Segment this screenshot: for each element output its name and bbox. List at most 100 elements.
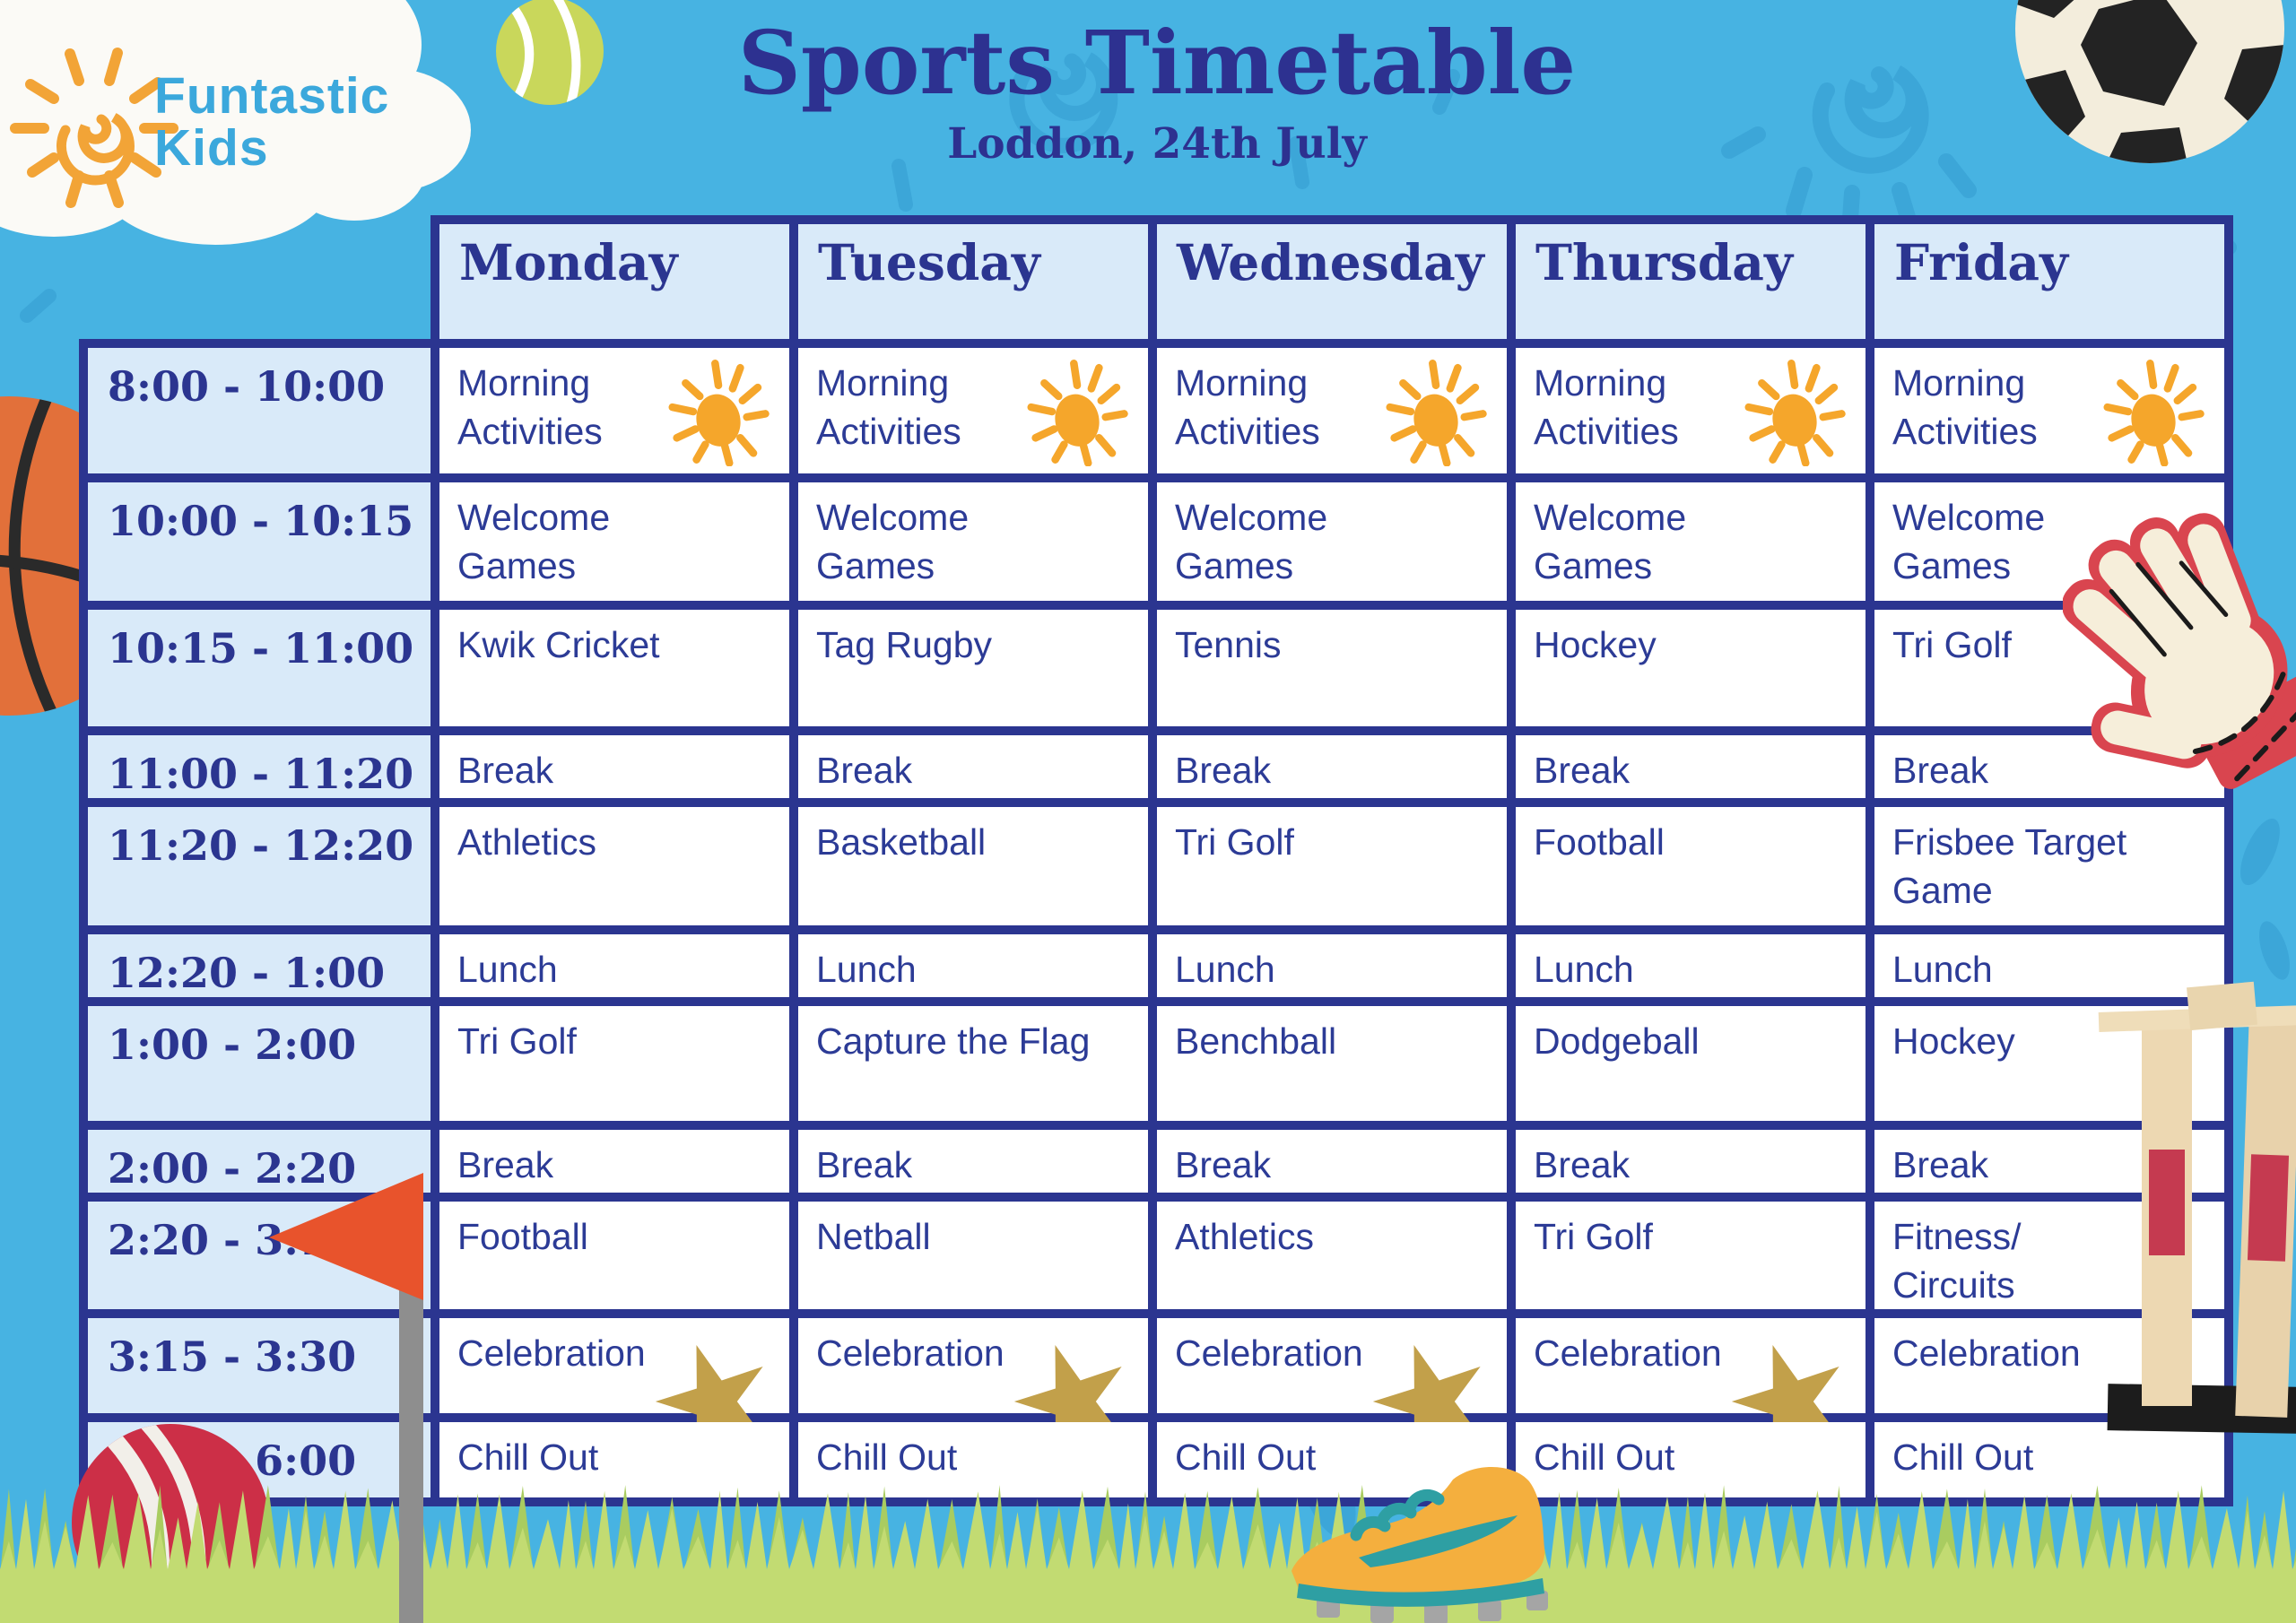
timetable-cell: Break	[1866, 726, 2233, 807]
day-header-monday: Monday	[430, 215, 798, 348]
time-label: 1:00 - 2:00	[79, 997, 439, 1130]
timetable-cell: Welcome Games	[789, 473, 1157, 610]
corner-flag	[269, 1173, 423, 1300]
title-block: Sports Timetable Loddon, 24th July	[574, 20, 1740, 169]
activity-label: Kwik Cricket	[457, 624, 660, 665]
timetable-cell: Break	[1507, 726, 1874, 807]
activity-label: Chill Out	[816, 1436, 958, 1479]
logo-line1: Funtastic	[154, 67, 390, 125]
time-label: 11:00 - 11:20	[79, 726, 439, 807]
activity-label: Welcome Games	[1175, 497, 1328, 587]
activity-label: Lunch	[1534, 949, 1634, 990]
timetable-cell: Kwik Cricket	[430, 601, 798, 735]
activity-label: Tri Golf	[1175, 821, 1294, 863]
goalkeeper-glove	[2063, 513, 2296, 789]
activity-label: Chill Out	[1892, 1436, 2034, 1479]
activity-label: Fitness/ Circuits	[1892, 1216, 2022, 1306]
activity-label: Dodgeball	[1534, 1020, 1700, 1062]
timetable-cell: Morning Activities	[1866, 339, 2233, 482]
activity-label: Football	[1534, 821, 1665, 863]
timetable-cell: Celebration	[789, 1309, 1157, 1462]
timetable-cell: Chill Out	[1148, 1413, 1516, 1507]
timetable-cell: Welcome Games	[430, 473, 798, 610]
timetable-cell: Dodgeball	[1507, 997, 1874, 1130]
table-row: 8:00 - 10:00 Morning Activities Morning …	[79, 339, 2233, 482]
timetable-cell: Lunch	[789, 925, 1157, 1006]
timetable-cell: Break	[789, 726, 1157, 807]
timetable-cell: Break	[1507, 1121, 1874, 1202]
activity-label: Morning Activities	[457, 362, 603, 453]
soccer-ball	[2015, 0, 2284, 163]
sun-icon	[2099, 357, 2208, 466]
timetable-cell: Chill Out	[430, 1413, 798, 1507]
timetable-cell: Break	[789, 1121, 1157, 1202]
football-boot	[1292, 1466, 1548, 1623]
activity-label: Benchball	[1175, 1020, 1337, 1062]
timetable-corner	[83, 220, 439, 348]
activity-label: Break	[457, 750, 554, 791]
timetable-cell: Basketball	[789, 798, 1157, 934]
day-header-wednesday: Wednesday	[1148, 215, 1516, 348]
activity-label: Celebration	[816, 1332, 1004, 1375]
timetable-cell: Chill Out	[789, 1413, 1157, 1507]
activity-label: Break	[1534, 750, 1631, 791]
activity-label: Chill Out	[457, 1436, 599, 1479]
activity-label: Break	[1175, 1144, 1272, 1185]
tennis-ball	[496, 0, 604, 105]
page-title: Sports Timetable	[737, 12, 1577, 114]
timetable-cell: Welcome Games	[1507, 473, 1874, 610]
sun-icon	[1740, 357, 1849, 466]
time-label: 2:00 - 2:20	[79, 1121, 439, 1202]
time-label: 10:00 - 10:15	[79, 473, 439, 610]
table-row: 3:15 - 3:30 Celebration Celebration Cele…	[79, 1309, 2233, 1462]
activity-label: Lunch	[1175, 949, 1275, 990]
activity-label: Lunch	[457, 949, 558, 990]
activity-label: Hockey	[1534, 624, 1657, 665]
timetable-cell: Tri Golf	[1507, 1192, 1874, 1319]
timetable-cell: Tennis	[1148, 601, 1516, 735]
activity-label: Celebration	[457, 1332, 646, 1375]
time-label: 12:20 - 1:00	[79, 925, 439, 1006]
activity-label: Welcome Games	[1892, 497, 2046, 587]
sun-icon	[664, 357, 773, 466]
timetable-cell: Chill Out	[1507, 1413, 1874, 1507]
logo: Funtastic Kids	[154, 70, 389, 174]
day-header-thursday: Thursday	[1507, 215, 1874, 348]
timetable-cell: Morning Activities	[1148, 339, 1516, 482]
activity-label: Welcome Games	[1534, 497, 1687, 587]
timetable-cell: Celebration	[430, 1309, 798, 1462]
activity-label: Basketball	[816, 821, 987, 863]
timetable-cell: Morning Activities	[1507, 339, 1874, 482]
timetable-cell: Morning Activities	[430, 339, 798, 482]
activity-label: Hockey	[1892, 1020, 2015, 1062]
sun-logo-icon	[10, 48, 178, 208]
page-subtitle: Loddon, 24th July	[947, 119, 1367, 169]
activity-label: Morning Activities	[816, 362, 961, 453]
time-label: 3:15 - 3:30	[79, 1309, 439, 1423]
timetable-cell: Lunch	[1866, 925, 2233, 1006]
activity-label: Athletics	[457, 821, 596, 863]
activity-label: Netball	[816, 1216, 931, 1257]
time-label: 11:20 - 12:20	[79, 798, 439, 934]
activity-label: Break	[1175, 750, 1272, 791]
activity-label: Tri Golf	[1892, 624, 2012, 665]
activity-label: Tri Golf	[1534, 1216, 1653, 1257]
activity-label: Break	[1534, 1144, 1631, 1185]
activity-label: Celebration	[1175, 1332, 1363, 1375]
timetable-cell: Tri Golf	[430, 997, 798, 1130]
timetable-cell: Athletics	[1148, 1192, 1516, 1319]
timetable-cell: Hockey	[1507, 601, 1874, 735]
activity-label: Morning Activities	[1534, 362, 1679, 453]
timetable-cell: Break	[1148, 1121, 1516, 1202]
activity-label: Tennis	[1175, 624, 1282, 665]
timetable-cell: Athletics	[430, 798, 798, 934]
activity-label: Break	[1892, 1144, 1989, 1185]
activity-label: Celebration	[1534, 1332, 1722, 1375]
table-row: 1:00 - 2:00 Tri Golf Capture the Flag Be…	[79, 997, 2233, 1130]
timetable-cell: Lunch	[1148, 925, 1516, 1006]
timetable-cell: Benchball	[1148, 997, 1516, 1130]
timetable-cell: Tri Golf	[1148, 798, 1516, 934]
activity-label: Morning Activities	[1175, 362, 1320, 453]
activity-label: Football	[457, 1216, 588, 1257]
